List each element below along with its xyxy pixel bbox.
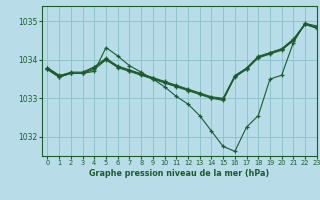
X-axis label: Graphe pression niveau de la mer (hPa): Graphe pression niveau de la mer (hPa) xyxy=(89,169,269,178)
